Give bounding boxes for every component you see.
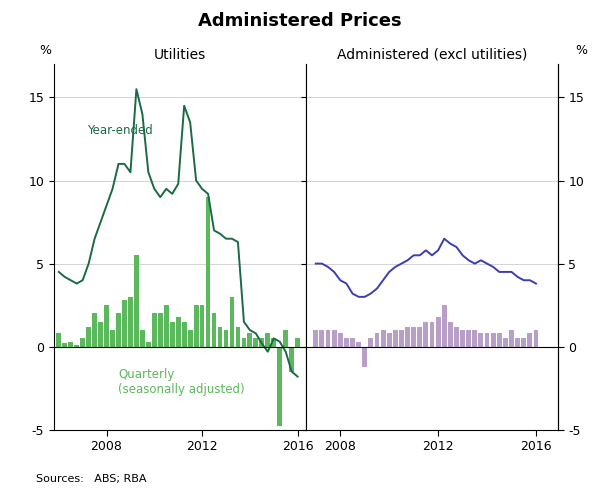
Bar (380, 330, 386, 347)
Bar (472, 330, 477, 347)
Bar (521, 338, 526, 347)
Bar (509, 330, 514, 347)
Text: Year-ended: Year-ended (88, 124, 153, 137)
Bar (164, 305, 169, 347)
Bar (212, 314, 217, 347)
Bar (128, 297, 133, 347)
Bar (515, 338, 520, 347)
Bar (491, 333, 496, 347)
Bar (393, 330, 398, 347)
Bar (134, 255, 139, 347)
Bar (188, 330, 193, 347)
Bar (152, 314, 157, 347)
Bar (442, 305, 446, 347)
Bar (230, 297, 235, 347)
Bar (259, 338, 264, 347)
Bar (368, 338, 373, 347)
Bar (56, 333, 61, 347)
Bar (350, 338, 355, 347)
Bar (289, 347, 294, 371)
Title: Administered (excl utilities): Administered (excl utilities) (337, 47, 527, 62)
Bar (62, 343, 67, 347)
Bar (253, 338, 258, 347)
Bar (485, 333, 490, 347)
Bar (86, 327, 91, 347)
Bar (399, 330, 404, 347)
Bar (374, 333, 379, 347)
Bar (146, 342, 151, 347)
Bar (533, 330, 538, 347)
Bar (218, 327, 223, 347)
Text: %: % (575, 44, 587, 57)
Bar (122, 300, 127, 347)
Bar (356, 342, 361, 347)
Bar (224, 330, 229, 347)
Bar (206, 197, 211, 347)
Bar (68, 342, 73, 347)
Bar (104, 305, 109, 347)
Bar (236, 327, 241, 347)
Bar (176, 317, 181, 347)
Bar (140, 330, 145, 347)
Bar (460, 330, 465, 347)
Bar (74, 345, 79, 347)
Bar (110, 330, 115, 347)
Bar (313, 330, 318, 347)
Text: Sources:   ABS; RBA: Sources: ABS; RBA (36, 474, 146, 484)
Bar (338, 333, 343, 347)
Bar (454, 327, 459, 347)
Title: Utilities: Utilities (154, 47, 206, 62)
Bar (200, 305, 205, 347)
Bar (332, 330, 337, 347)
Bar (98, 322, 103, 347)
Bar (344, 338, 349, 347)
Bar (466, 330, 471, 347)
Bar (424, 322, 428, 347)
Bar (387, 333, 392, 347)
Bar (478, 333, 484, 347)
Bar (277, 347, 282, 426)
Text: Quarterly
(seasonally adjusted): Quarterly (seasonally adjusted) (118, 368, 245, 396)
Bar (295, 338, 300, 347)
Bar (242, 338, 246, 347)
Text: %: % (39, 44, 51, 57)
Bar (430, 322, 434, 347)
Bar (182, 322, 187, 347)
Bar (265, 333, 270, 347)
Bar (411, 327, 416, 347)
Bar (271, 338, 276, 347)
Bar (527, 333, 532, 347)
Bar (418, 327, 422, 347)
Bar (319, 330, 325, 347)
Bar (194, 305, 199, 347)
Bar (362, 347, 367, 367)
Bar (405, 327, 410, 347)
Text: Administered Prices: Administered Prices (198, 12, 402, 30)
Bar (92, 314, 97, 347)
Bar (158, 314, 163, 347)
Bar (436, 317, 440, 347)
Bar (170, 322, 175, 347)
Bar (80, 338, 85, 347)
Bar (116, 314, 121, 347)
Bar (448, 322, 453, 347)
Bar (503, 338, 508, 347)
Bar (247, 333, 252, 347)
Bar (497, 333, 502, 347)
Bar (283, 330, 288, 347)
Bar (326, 330, 331, 347)
